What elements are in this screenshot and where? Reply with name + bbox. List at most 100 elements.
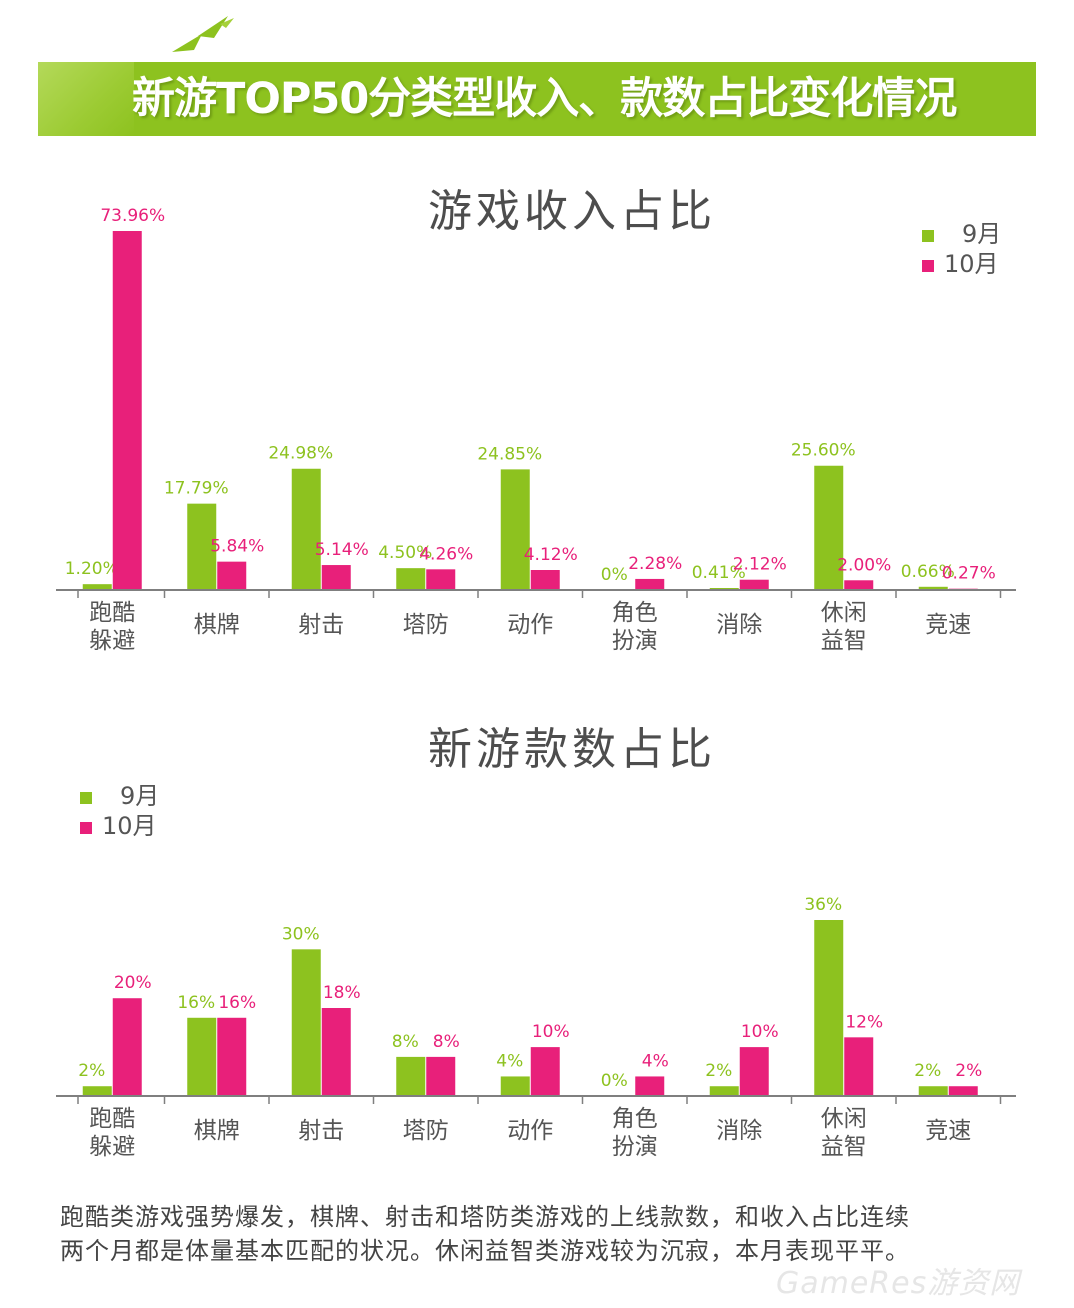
- data-label-oct-7: 12%: [845, 1012, 883, 1032]
- data-label-oct-5: 2.28%: [628, 554, 682, 574]
- bar-sep-1: [187, 503, 217, 590]
- category-label-1: 棋牌: [194, 1118, 240, 1144]
- data-label-oct-7: 2.00%: [837, 555, 891, 575]
- data-label-sep-1: 17.79%: [164, 479, 229, 499]
- data-label-oct-1: 16%: [218, 993, 256, 1013]
- bar-sep-2: [291, 468, 321, 590]
- data-label-sep-6: 0.41%: [692, 563, 746, 583]
- data-label-oct-6: 2.12%: [733, 555, 787, 575]
- category-label-5-1: 扮演: [612, 1134, 658, 1160]
- bar-sep-8: [918, 586, 948, 590]
- bar-sep-6: [709, 1086, 739, 1096]
- legend-swatch-oct: [922, 260, 934, 272]
- category-label-8: 竞速: [925, 1118, 971, 1144]
- data-label-sep-2: 30%: [282, 924, 320, 944]
- legend-label-oct: 10月: [102, 812, 157, 840]
- bar-oct-0: [112, 231, 142, 590]
- bar-oct-2: [321, 565, 351, 590]
- data-label-oct-2: 18%: [323, 983, 361, 1003]
- category-label-7-0: 休闲: [821, 1106, 867, 1132]
- bar-sep-2: [291, 949, 321, 1096]
- bar-oct-1: [217, 561, 247, 590]
- bar-sep-7: [814, 465, 844, 590]
- legend-label-sep: 9月: [120, 782, 159, 810]
- data-label-sep-5: 0%: [601, 565, 628, 585]
- bar-sep-7: [814, 920, 844, 1096]
- category-label-4: 动作: [507, 1118, 553, 1144]
- category-label-8: 竞速: [925, 612, 971, 638]
- category-label-2: 射击: [298, 1118, 344, 1144]
- bar-oct-5: [635, 578, 665, 590]
- category-label-0-1: 躲避: [89, 1134, 135, 1160]
- category-label-6: 消除: [716, 612, 762, 638]
- bar-sep-0: [82, 584, 112, 590]
- category-label-5-0: 角色: [612, 600, 658, 626]
- data-label-sep-4: 4%: [496, 1051, 523, 1071]
- category-label-7-1: 益智: [821, 628, 867, 654]
- data-label-oct-6: 10%: [741, 1022, 779, 1042]
- category-label-2: 射击: [298, 612, 344, 638]
- category-label-0-1: 躲避: [89, 628, 135, 654]
- summary-line-2: 两个月都是体量基本匹配的状况。休闲益智类游戏较为沉寂，本月表现平平。: [60, 1237, 910, 1265]
- bar-oct-7: [844, 1037, 874, 1096]
- chart-title: 游戏收入占比: [428, 186, 716, 237]
- legend-swatch-sep: [922, 230, 934, 242]
- bar-sep-1: [187, 1017, 217, 1096]
- bar-oct-2: [321, 1008, 351, 1096]
- bar-oct-5: [635, 1076, 665, 1096]
- bar-sep-0: [82, 1086, 112, 1096]
- data-label-oct-3: 8%: [433, 1032, 460, 1052]
- legend-label-oct: 10月: [944, 250, 999, 278]
- category-label-7-1: 益智: [821, 1134, 867, 1160]
- logo-icon: [172, 16, 234, 52]
- bar-sep-3: [396, 568, 426, 590]
- category-label-4: 动作: [507, 612, 553, 638]
- bar-oct-3: [426, 569, 456, 590]
- data-label-sep-3: 4.50%: [378, 543, 432, 563]
- bar-sep-4: [500, 1076, 530, 1096]
- data-label-oct-8: 2%: [955, 1061, 982, 1081]
- page-title: 新游TOP50分类型收入、款数占比变化情况: [132, 74, 957, 124]
- chart-title: 新游款数占比: [428, 724, 716, 775]
- bar-oct-8: [948, 1086, 978, 1096]
- category-label-7-0: 休闲: [821, 600, 867, 626]
- bar-oct-4: [530, 570, 560, 590]
- data-label-oct-2: 5.14%: [315, 540, 369, 560]
- data-label-oct-1: 5.84%: [210, 537, 264, 557]
- data-label-oct-4: 4.12%: [524, 545, 578, 565]
- data-label-sep-0: 1.20%: [65, 559, 119, 579]
- category-label-3: 塔防: [403, 612, 449, 638]
- data-label-sep-0: 2%: [78, 1061, 105, 1081]
- category-label-0-0: 跑酷: [89, 1106, 135, 1132]
- bar-oct-3: [426, 1056, 456, 1096]
- bar-oct-4: [530, 1047, 560, 1096]
- category-label-5-0: 角色: [612, 1106, 658, 1132]
- data-label-sep-6: 2%: [705, 1061, 732, 1081]
- data-label-sep-8: 2%: [914, 1061, 941, 1081]
- bar-oct-1: [217, 1017, 247, 1096]
- category-label-6: 消除: [716, 1118, 762, 1144]
- data-label-sep-7: 25.60%: [791, 441, 856, 461]
- data-label-oct-0: 20%: [114, 973, 152, 993]
- data-label-oct-3: 4.26%: [419, 544, 473, 564]
- bar-oct-7: [844, 580, 874, 590]
- category-label-0-0: 跑酷: [89, 600, 135, 626]
- bar-sep-3: [396, 1056, 426, 1096]
- data-label-sep-2: 24.98%: [268, 444, 333, 464]
- summary-text: 跑酷类游戏强势爆发，棋牌、射击和塔防类游戏的上线款数，和收入占比连续 两个月都是…: [60, 1200, 1040, 1268]
- title-banner: [38, 62, 1036, 136]
- legend-swatch-sep: [80, 792, 92, 804]
- bar-oct-6: [739, 579, 769, 590]
- banner-accent: [38, 62, 134, 136]
- data-label-sep-5: 0%: [601, 1071, 628, 1091]
- data-label-oct-0: 73.96%: [100, 206, 165, 226]
- bar-sep-8: [918, 1086, 948, 1096]
- data-label-sep-3: 8%: [392, 1032, 419, 1052]
- category-label-1: 棋牌: [194, 612, 240, 638]
- legend-swatch-oct: [80, 822, 92, 834]
- bar-oct-6: [739, 1047, 769, 1096]
- data-label-oct-5: 4%: [642, 1051, 669, 1071]
- category-label-5-1: 扮演: [612, 628, 658, 654]
- data-label-sep-8: 0.66%: [901, 562, 955, 582]
